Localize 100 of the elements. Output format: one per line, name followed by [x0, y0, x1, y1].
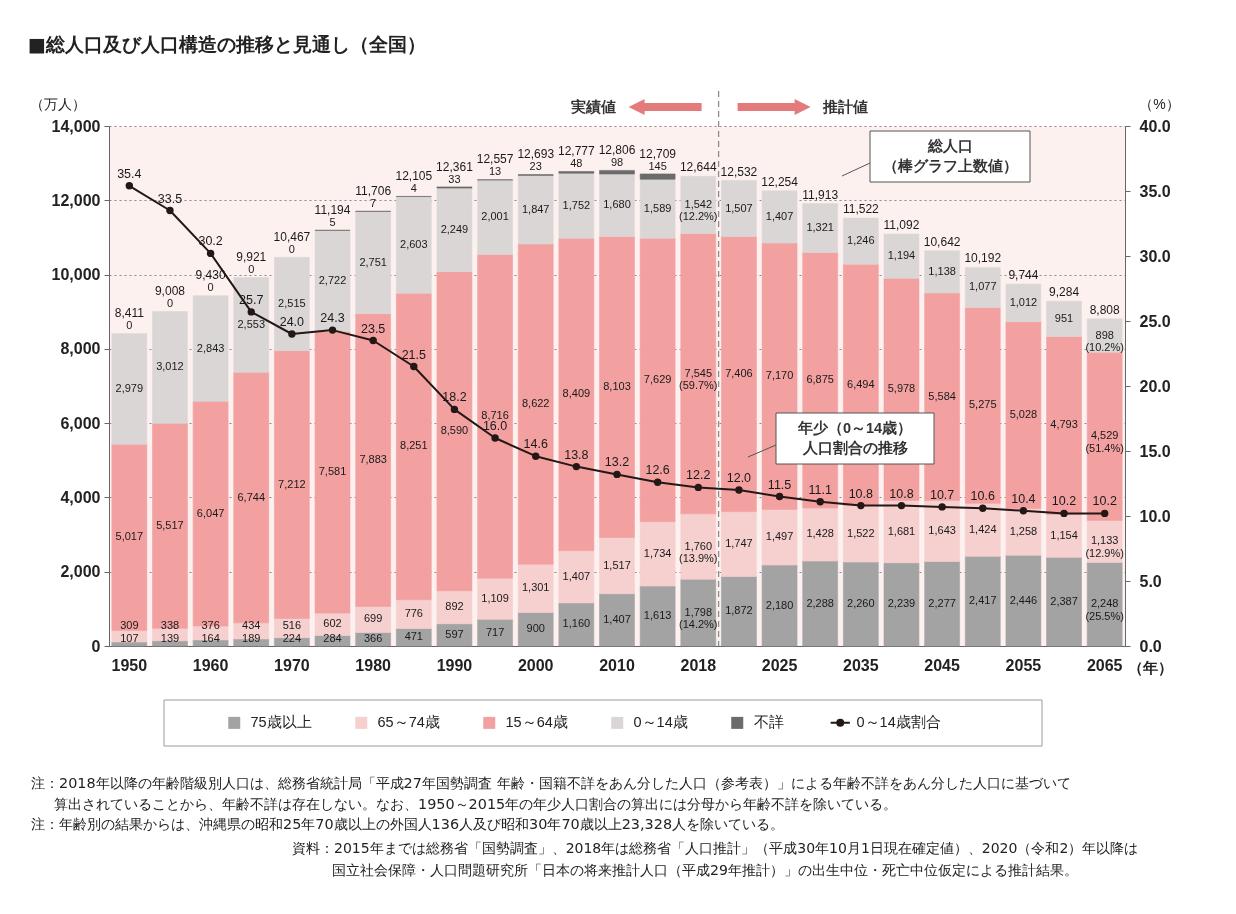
data-label: 12.0 — [726, 471, 752, 485]
data-label: 10.6 — [970, 489, 995, 504]
data-label: 309 — [120, 619, 139, 632]
data-label: 2,180 — [765, 598, 794, 611]
point — [572, 462, 581, 471]
x-tick-label: 2018 — [680, 656, 717, 674]
bar — [274, 350, 310, 619]
point — [775, 492, 784, 501]
data-label: 1,681 — [887, 524, 916, 537]
data-label: 2,751 — [359, 255, 387, 268]
point — [206, 249, 215, 258]
data-label: 1,160 — [562, 617, 591, 630]
data-label: 1,133 (12.9%) — [1085, 534, 1124, 559]
bar — [721, 576, 757, 647]
bar — [843, 561, 879, 647]
data-label: 2,979 — [115, 381, 144, 394]
y2-tick-label: 30.0 — [1139, 247, 1171, 265]
point — [288, 330, 296, 338]
data-label: 10.4 — [1011, 491, 1036, 506]
bar — [721, 180, 757, 237]
data-label: 1,497 — [765, 530, 794, 543]
y-tick-label: 12,000 — [51, 191, 101, 209]
data-label: 6,744 — [237, 490, 266, 503]
data-label: 14.6 — [523, 437, 548, 452]
bar — [558, 602, 595, 647]
bar — [477, 179, 513, 255]
data-label: 2,001 — [481, 210, 509, 223]
data-label: 8,409 — [562, 387, 591, 400]
bar — [639, 173, 676, 180]
data-label: 10.2 — [1092, 494, 1117, 509]
data-label: 4 — [410, 182, 417, 195]
y2-tick-label: 10.0 — [1139, 507, 1171, 525]
bar — [111, 333, 148, 445]
bar — [477, 619, 513, 647]
y2-axis-title: （%） — [1139, 95, 1180, 112]
bar — [639, 585, 676, 647]
point — [1100, 509, 1109, 518]
data-label: 8,716 — [481, 409, 509, 422]
total-label: 9,744 — [1008, 268, 1039, 283]
bar — [477, 254, 513, 579]
data-label: 8,590 — [440, 424, 469, 437]
total-label: 11,913 — [802, 187, 839, 202]
legend-label: 0～14歳割合 — [856, 713, 941, 730]
total-label: 12,709 — [639, 146, 677, 161]
total-label: 9,284 — [1049, 285, 1080, 300]
bar — [883, 562, 920, 647]
data-label: 434 — [242, 619, 261, 632]
data-label: 10.7 — [929, 487, 955, 502]
point — [1060, 509, 1068, 518]
total-label: 11,194 — [314, 202, 351, 217]
data-label: 1,428 — [806, 527, 834, 540]
point — [979, 504, 987, 512]
data-label: 13.2 — [604, 455, 630, 470]
data-label: 5,584 — [928, 389, 956, 402]
bar — [152, 423, 188, 629]
data-label: 284 — [323, 631, 342, 644]
total-label: 12,105 — [395, 169, 433, 184]
total-label: 12,557 — [476, 152, 514, 167]
x-tick-label: 2025 — [761, 656, 798, 674]
bar — [192, 295, 229, 402]
text: 注：2018年以降の年齢階級別人口は、総務省統計局「平成27年国勢調査 年齢・国籍不詳をあん分した人口（参考表）」による年齢不詳をあん分した人口に基づいて算出されていることから、年齢不詳は存在しない。なお、1950～2015年の年少人口割合の算出には分母から年齢不詳を除いている。 — [31, 774, 1072, 814]
data-label: 7,883 — [359, 453, 387, 466]
bar — [599, 537, 635, 595]
y2-tick-label: 40.0 — [1139, 117, 1171, 135]
data-label: 0 — [248, 263, 255, 276]
y-tick-label: 14,000 — [51, 117, 101, 135]
data-label: 12.6 — [645, 463, 670, 478]
data-label: 10.8 — [848, 486, 874, 501]
point — [897, 501, 906, 510]
bar — [152, 311, 188, 424]
data-label: 1,517 — [603, 558, 631, 571]
bar — [924, 500, 960, 562]
text: 資料：2015年までは総務省「国勢調査」、2018年は総務省「人口推計」（平成30年10月1日現在確定値）、2020（令和2）年以降は国立社会保障・人口問題研究所「日本の将来推計人口（平成29年推計）」の出生中位・死亡中位仮定による推計結果。 — [292, 839, 1140, 880]
total-label: 9,430 — [195, 268, 226, 283]
data-label: 2,277 — [928, 596, 956, 609]
bar — [639, 238, 676, 522]
bar — [964, 307, 1001, 504]
data-label: 3,012 — [156, 360, 184, 373]
data-label: 2,239 — [887, 597, 916, 610]
bar — [396, 599, 432, 629]
point — [491, 434, 499, 442]
data-label: 24.3 — [320, 311, 345, 326]
point — [653, 478, 662, 486]
point — [735, 486, 743, 494]
point — [247, 308, 255, 316]
bar — [883, 500, 920, 564]
bar — [924, 292, 960, 501]
y-tick-label: 6,000 — [60, 414, 101, 432]
data-label: 2,446 — [1009, 593, 1038, 606]
point — [1019, 507, 1028, 515]
data-label: 717 — [485, 625, 505, 638]
data-label: 5,017 — [115, 530, 144, 543]
data-label: 2,288 — [806, 596, 834, 609]
bar — [964, 555, 1001, 647]
data-label: 224 — [282, 631, 302, 644]
data-label: 11.5 — [767, 477, 792, 492]
bar — [761, 509, 798, 566]
data-label: 33 — [448, 172, 461, 185]
data-label: 900 — [526, 622, 545, 635]
total-label: 11,522 — [842, 202, 880, 217]
